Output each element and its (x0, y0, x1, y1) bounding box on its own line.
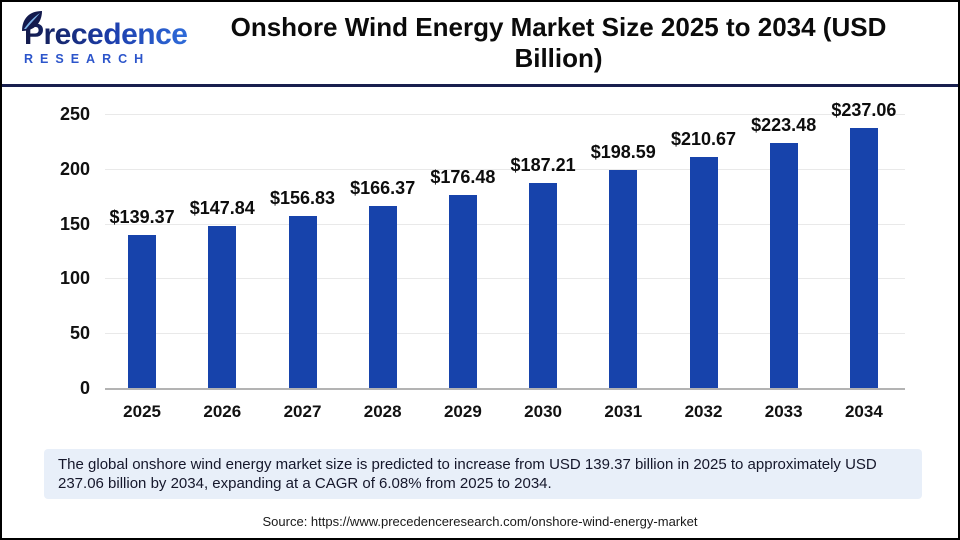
bar-value-label: $156.83 (269, 188, 336, 209)
summary-text: The global onshore wind energy market si… (58, 456, 877, 492)
x-axis-tick-label: 2034 (844, 402, 883, 421)
y-axis-tick-label: 100 (59, 268, 90, 289)
bar-chart: 0 50 100 150 200 250 $139.37 2025 $147.84 2026 $15… (2, 87, 958, 447)
x-axis-tick-label: 2027 (283, 402, 322, 421)
x-axis-tick-label: 2029 (443, 402, 482, 421)
y-axis-tick-label: 200 (59, 158, 90, 179)
x-axis-tick-label: 2028 (363, 402, 402, 421)
bar-value-label: $176.48 (430, 166, 496, 187)
x-axis-tick-label: 2026 (203, 402, 242, 421)
bar (128, 235, 157, 388)
x-axis-tick-label: 2031 (604, 402, 643, 421)
logo-wordmark-row: Precedence (22, 11, 188, 51)
bar (769, 143, 798, 388)
summary-callout: The global onshore wind energy market si… (44, 449, 922, 499)
gridline (105, 278, 905, 280)
bar-value-label: $147.84 (189, 197, 255, 218)
gridline (105, 333, 905, 335)
page-title: Onshore Wind Energy Market Size 2025 to … (230, 12, 887, 73)
source-line: Source: https://www.precedenceresearch.c… (262, 514, 698, 529)
y-axis-tick-label: 0 (79, 378, 90, 398)
precedence-research-logo: Precedence RESEARCH (2, 11, 188, 66)
bar-value-label: $223.48 (751, 115, 817, 136)
x-axis-tick-label: 2032 (684, 402, 723, 421)
x-axis-tick-label: 2025 (123, 402, 161, 421)
x-axis-line (105, 388, 905, 390)
y-axis-tick-label: 150 (59, 213, 90, 234)
bar-value-label: $198.59 (590, 142, 656, 163)
x-axis-tick-label: 2033 (764, 402, 803, 421)
y-axis-tick-label: 250 (59, 104, 90, 124)
y-axis-tick-label: 50 (69, 323, 90, 344)
gridline (105, 223, 905, 225)
gridline (105, 168, 905, 170)
logo-subtitle: RESEARCH (24, 52, 151, 66)
logo-wordmark: Precedence (24, 18, 188, 51)
bar (368, 205, 397, 388)
bar-value-label: $139.37 (109, 207, 175, 228)
header-divider (2, 84, 958, 87)
bar (849, 128, 878, 388)
bar (288, 216, 317, 388)
leaf-icon (22, 11, 42, 31)
bar (689, 157, 718, 388)
bar (448, 194, 477, 388)
bar-value-label: $210.67 (670, 129, 737, 150)
gridline (105, 114, 905, 115)
x-axis-tick-label: 2030 (524, 402, 562, 421)
bar-value-label: $237.06 (831, 100, 897, 121)
bar (208, 225, 237, 388)
bar (609, 170, 638, 388)
bar-value-label: $166.37 (350, 177, 416, 198)
bar-value-label: $187.21 (510, 154, 576, 175)
header: Precedence RESEARCH Onshore Wind Energy … (2, 2, 958, 84)
bar (529, 182, 558, 388)
